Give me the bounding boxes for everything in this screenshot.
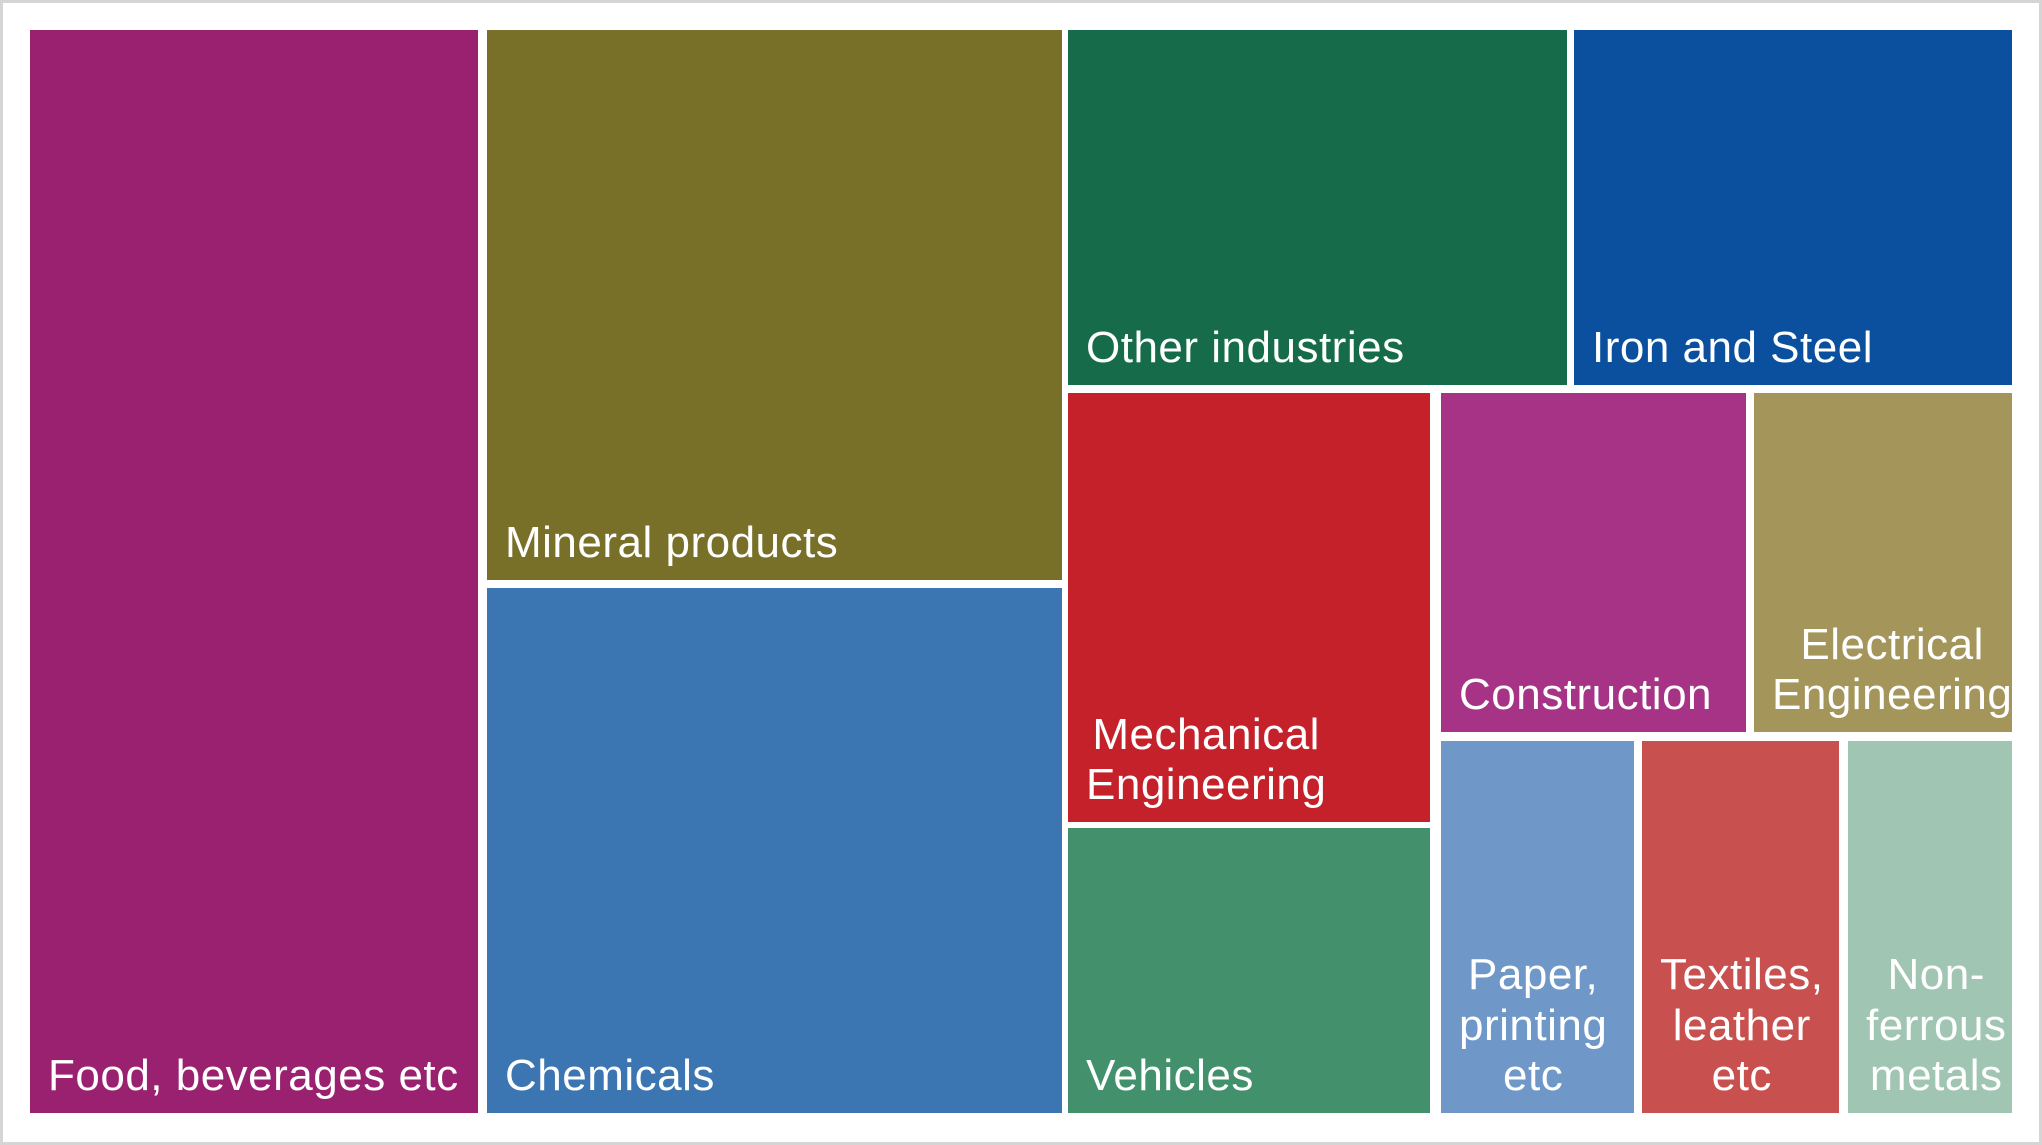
tile-label-vehicles: Vehicles bbox=[1086, 1051, 1254, 1101]
treemap-tile-iron-and-steel[interactable]: Iron and Steel bbox=[1574, 30, 2012, 385]
treemap-tile-non-ferrous-metals[interactable]: Non- ferrous metals bbox=[1848, 741, 2012, 1113]
tile-label-non-ferrous-metals: Non- ferrous metals bbox=[1866, 950, 2007, 1101]
tile-label-electrical-engineering: Electrical Engineering bbox=[1772, 619, 2013, 720]
treemap-tile-construction[interactable]: Construction bbox=[1441, 393, 1746, 732]
tile-label-other-industries: Other industries bbox=[1086, 323, 1405, 373]
tile-label-paper-printing: Paper, printing etc bbox=[1459, 950, 1608, 1101]
treemap-tile-other-industries[interactable]: Other industries bbox=[1068, 30, 1567, 385]
tile-label-construction: Construction bbox=[1459, 670, 1713, 720]
treemap-tile-mechanical-engineering[interactable]: Mechanical Engineering bbox=[1068, 393, 1430, 822]
tile-label-food-beverages: Food, beverages etc bbox=[48, 1051, 459, 1101]
treemap-tile-electrical-engineering[interactable]: Electrical Engineering bbox=[1754, 393, 2012, 732]
treemap-tile-chemicals[interactable]: Chemicals bbox=[487, 588, 1062, 1113]
treemap-tile-mineral-products[interactable]: Mineral products bbox=[487, 30, 1062, 580]
treemap-tile-vehicles[interactable]: Vehicles bbox=[1068, 828, 1430, 1113]
tile-label-mechanical-engineering: Mechanical Engineering bbox=[1086, 709, 1327, 810]
treemap-tile-food-beverages[interactable]: Food, beverages etc bbox=[30, 30, 478, 1113]
tile-label-textiles-leather: Textiles, leather etc bbox=[1660, 950, 1824, 1101]
tile-label-chemicals: Chemicals bbox=[505, 1051, 715, 1101]
tile-label-mineral-products: Mineral products bbox=[505, 518, 839, 568]
treemap-tile-textiles-leather[interactable]: Textiles, leather etc bbox=[1642, 741, 1839, 1113]
treemap-tile-paper-printing[interactable]: Paper, printing etc bbox=[1441, 741, 1634, 1113]
tile-label-iron-and-steel: Iron and Steel bbox=[1592, 323, 1873, 373]
